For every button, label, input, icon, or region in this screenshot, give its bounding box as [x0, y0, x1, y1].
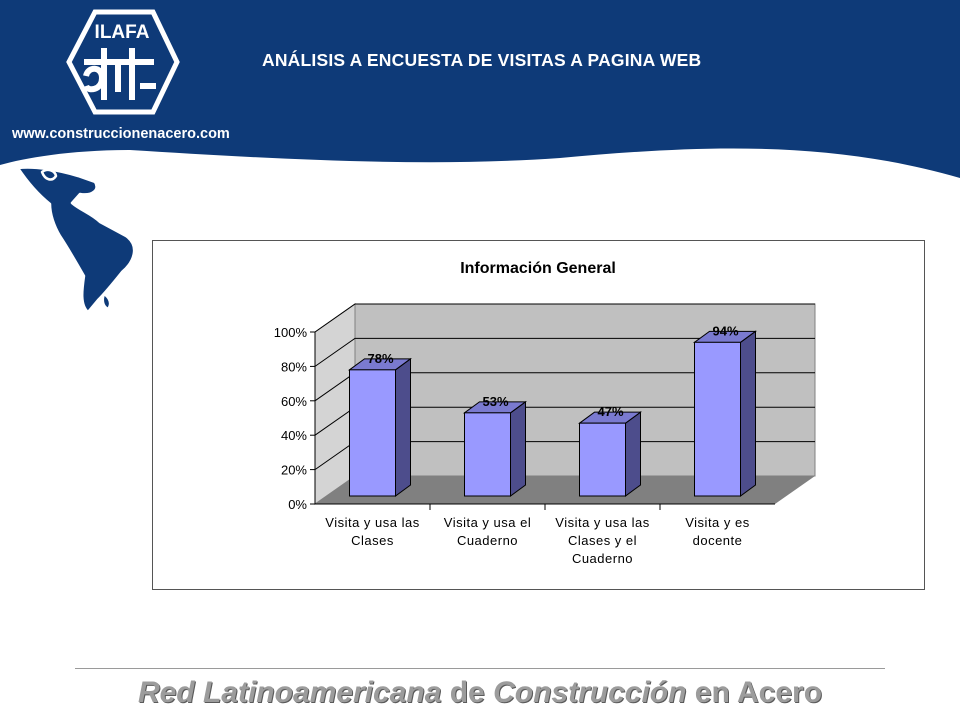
y-tick-label: 40%: [281, 428, 307, 443]
logo-hexagon: [66, 9, 180, 115]
y-tick-label: 0%: [288, 497, 307, 512]
bar-side: [625, 411, 641, 497]
chart-floor: [315, 476, 815, 504]
y-tick-label: 20%: [281, 463, 307, 478]
bar: [694, 341, 741, 497]
data-label: 94%: [712, 323, 738, 338]
bar-chart: Información General 0% 20% 40% 60% 80% 100% 78…: [274, 260, 816, 566]
bar-side: [395, 357, 411, 497]
header-background: ILAFA: [0, 0, 960, 314]
data-label: 53%: [482, 394, 508, 409]
bar-side: [510, 400, 526, 497]
x-tick-label: Visita y usa el: [444, 515, 531, 530]
footer-text-part1: Red Latinoamericana: [137, 676, 442, 709]
gridline: [314, 303, 815, 333]
header-band: [0, 0, 960, 178]
y-tick-label: 60%: [281, 394, 307, 409]
footer-tagline: Red Latinoamericana de Construcción en A…: [0, 676, 960, 710]
x-tick-label: docente: [693, 533, 743, 548]
bar: [349, 369, 396, 497]
bar-side: [740, 330, 756, 497]
plot-area: 0% 20% 40% 60% 80% 100% 78% Visita y usa las Cla…: [274, 303, 816, 566]
website-url: www.construccionenacero.com: [12, 126, 230, 142]
americas-map-icon: [16, 166, 136, 314]
chart-frame: Información General 0% 20% 40% 60% 80% 100% 78…: [152, 240, 925, 590]
chart-title: Información General: [460, 260, 616, 277]
x-tick-label: Clases y el: [568, 533, 637, 548]
x-tick-label: Cuaderno: [572, 551, 633, 566]
logo-text: ILAFA: [95, 22, 150, 43]
x-tick-label: Visita y es: [685, 515, 750, 530]
footer-text-part2: de: [441, 676, 494, 709]
logo-emblem-icon: [83, 48, 156, 100]
ilafa-logo: ILAFA: [66, 9, 180, 115]
footer-text-part3: Construcción: [493, 676, 687, 709]
y-tick-label: 80%: [281, 359, 307, 374]
data-label: 47%: [597, 404, 623, 419]
x-tick-label: Cuaderno: [457, 533, 518, 548]
footer-divider: [75, 668, 885, 669]
page-title: ANÁLISIS A ENCUESTA DE VISITAS A PAGINA …: [262, 50, 702, 70]
x-tick-label: Visita y usa las: [555, 515, 649, 530]
x-tick-label: Clases: [351, 533, 394, 548]
gridline: [314, 337, 815, 367]
bar: [579, 422, 626, 497]
data-label: 78%: [367, 351, 393, 366]
y-tick-label: 100%: [274, 325, 308, 340]
footer-text-part4: en Acero: [686, 676, 823, 709]
x-tick-label: Visita y usa las: [325, 515, 419, 530]
bar: [464, 412, 511, 497]
